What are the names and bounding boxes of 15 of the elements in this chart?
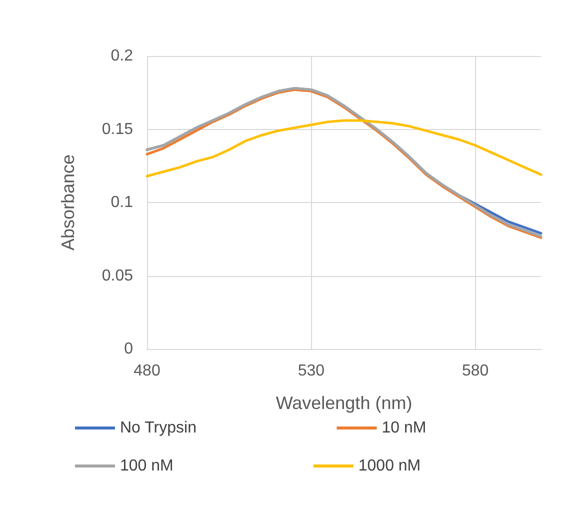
- x-axis-title: Wavelength (nm): [276, 393, 412, 413]
- x-tick-label: 580: [462, 362, 489, 380]
- x-tick-label: 530: [298, 362, 325, 380]
- y-tick-label: 0.05: [102, 267, 134, 284]
- y-tick-label: 0.2: [110, 48, 134, 64]
- legend-label: 100 nM: [120, 458, 174, 474]
- y-axis-title: Absorbance: [58, 154, 78, 251]
- y-tick-label: 0.1: [110, 194, 134, 211]
- line-series: [146, 119, 542, 178]
- legend-label: No Trypsin: [120, 420, 196, 436]
- legend-label: 1000 nM: [358, 458, 421, 474]
- legend-label: 10 nM: [382, 420, 426, 436]
- y-tick-label: 0: [124, 340, 134, 358]
- x-tick-label: 480: [134, 362, 160, 380]
- y-tick-label: 0.15: [102, 120, 134, 138]
